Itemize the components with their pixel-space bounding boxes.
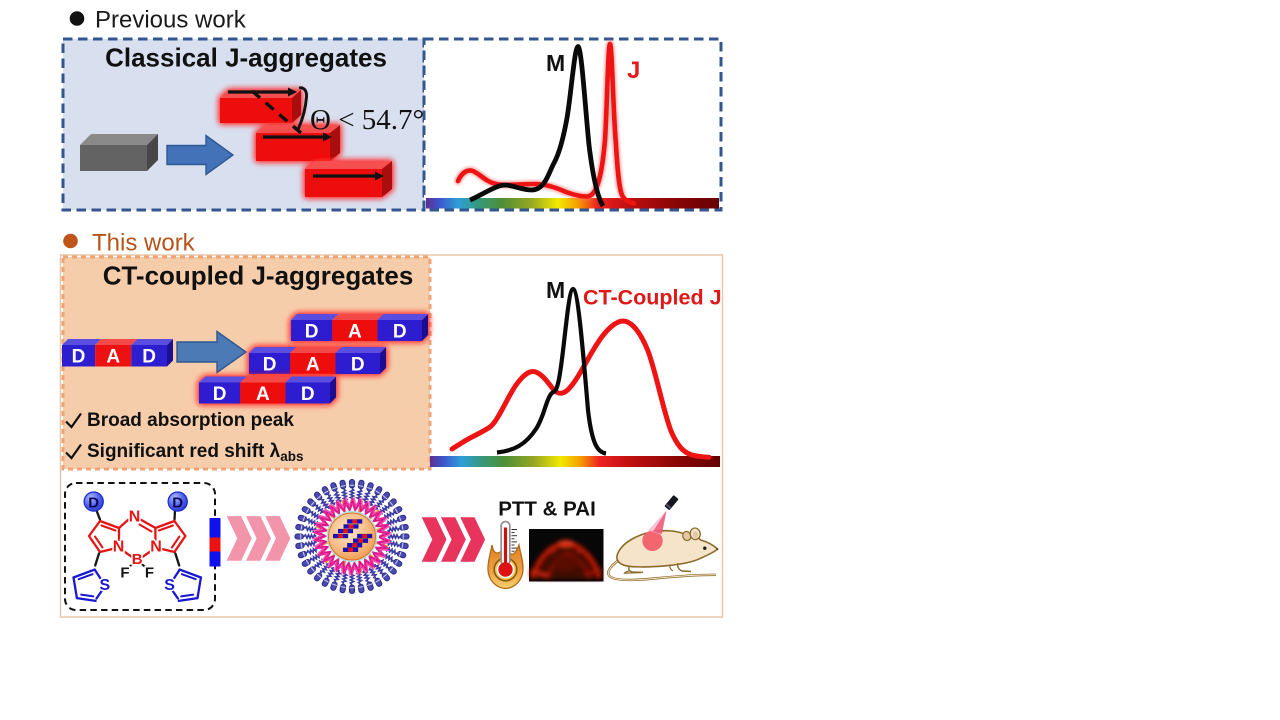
svg-text:Previous work: Previous work — [95, 7, 247, 34]
svg-text:D: D — [263, 354, 277, 375]
svg-text:Θ < 54.7°: Θ < 54.7° — [310, 104, 424, 136]
svg-text:D: D — [88, 494, 99, 511]
svg-text:A: A — [348, 321, 362, 342]
svg-text:D: D — [393, 321, 407, 342]
svg-text:B: B — [132, 551, 143, 568]
svg-text:N: N — [150, 539, 162, 556]
svg-text:CT-Coupled J: CT-Coupled J — [583, 286, 722, 310]
svg-text:This work: This work — [92, 230, 196, 257]
svg-text:M: M — [546, 277, 565, 303]
svg-text:F: F — [120, 565, 129, 582]
svg-text:J: J — [627, 57, 640, 84]
svg-text:N: N — [113, 539, 125, 556]
svg-text:S: S — [164, 577, 175, 594]
svg-text:Broad absorption peak: Broad absorption peak — [87, 410, 294, 431]
svg-text:Classical J-aggregates: Classical J-aggregates — [105, 43, 387, 73]
svg-text:S: S — [99, 577, 110, 594]
svg-text:D: D — [305, 321, 319, 342]
svg-text:M: M — [546, 50, 565, 76]
svg-text:A: A — [306, 354, 320, 375]
svg-text:D: D — [142, 347, 156, 368]
svg-text:D: D — [301, 384, 315, 405]
svg-text:A: A — [256, 384, 270, 405]
svg-text:D: D — [213, 384, 227, 405]
svg-text:PTT & PAI: PTT & PAI — [498, 498, 596, 521]
svg-text:N: N — [129, 509, 141, 526]
svg-text:CT-coupled J-aggregates: CT-coupled J-aggregates — [103, 261, 414, 291]
svg-text:Significant red shift λabs: Significant red shift λabs — [87, 441, 303, 464]
svg-text:F: F — [145, 565, 154, 582]
svg-text:A: A — [106, 347, 120, 368]
svg-text:D: D — [72, 347, 86, 368]
svg-text:D: D — [351, 354, 365, 375]
svg-text:D: D — [172, 494, 183, 511]
